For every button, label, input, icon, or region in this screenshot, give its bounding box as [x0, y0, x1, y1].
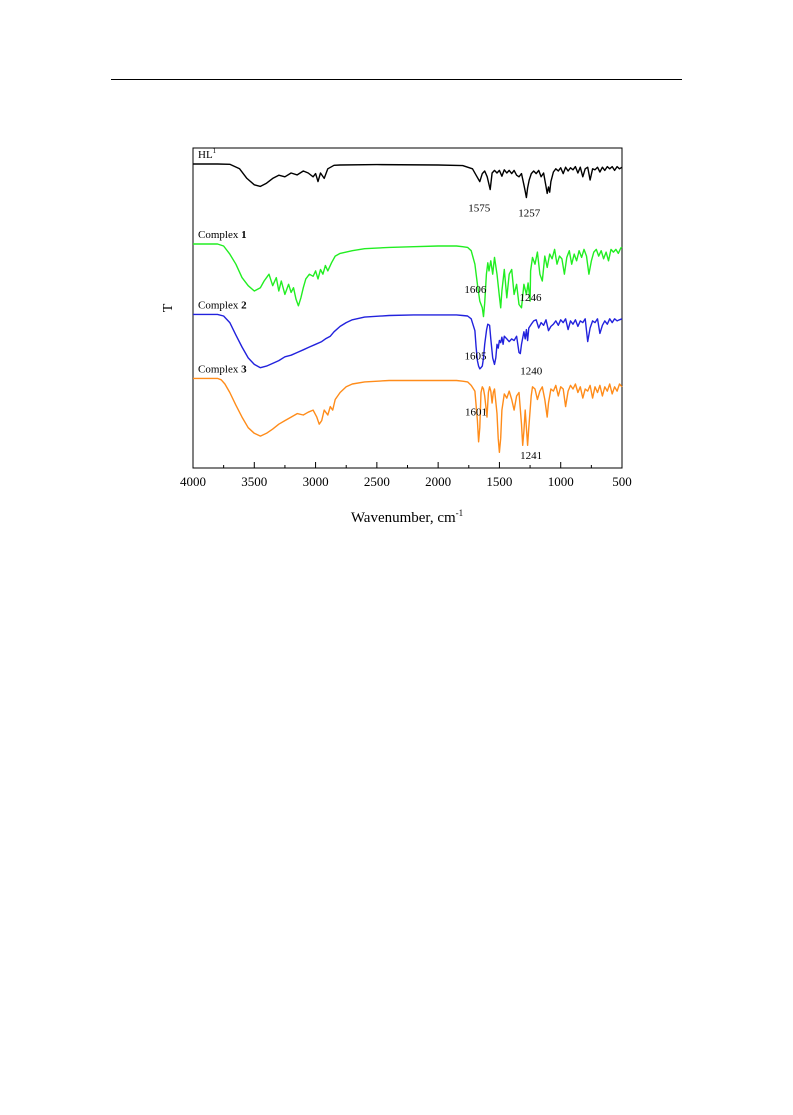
peak-annotations: 1575 1257 1606 1246 1605 1240 1601 1241 [464, 203, 542, 462]
series-label-4: Complex 3 [198, 363, 247, 375]
spectrum-line-4 [193, 377, 623, 453]
peak-label: 1605 [465, 351, 488, 363]
x-axis-title: Wavenumber, cm-1 [351, 508, 463, 526]
page-header-rule [111, 79, 682, 80]
x-tick-label: 4000 [180, 474, 206, 489]
peak-label: 1240 [520, 365, 543, 377]
peak-label: 1575 [468, 203, 491, 215]
spectra-series [193, 163, 623, 453]
spectrum-line-3 [193, 313, 623, 370]
x-tick-label: 3000 [303, 474, 329, 489]
x-tick-label: 1000 [548, 474, 574, 489]
y-axis-title: T [161, 303, 176, 312]
x-tick-label: 2500 [364, 474, 390, 489]
spectrum-line-1 [193, 163, 623, 199]
x-tick-label: 2000 [425, 474, 451, 489]
series-labels: HL1 Complex 1 Complex 2 Complex 3 [198, 147, 247, 375]
plot-frame [192, 147, 623, 469]
series-label-1: HL1 [198, 147, 217, 161]
x-tick-label: 500 [612, 474, 632, 489]
peak-label: 1241 [520, 450, 542, 462]
peak-label: 1601 [465, 406, 487, 418]
series-label-3: Complex 2 [198, 299, 247, 311]
peak-label: 1246 [520, 292, 543, 304]
peak-label: 1606 [464, 284, 487, 296]
x-axis-ticks: 4000 3500 3000 2500 2000 1500 1000 500 [180, 462, 632, 489]
x-tick-label: 1500 [486, 474, 512, 489]
x-tick-label: 3500 [241, 474, 267, 489]
spectrum-line-2 [193, 243, 623, 318]
series-label-2: Complex 1 [198, 229, 247, 241]
peak-label: 1257 [518, 207, 541, 219]
